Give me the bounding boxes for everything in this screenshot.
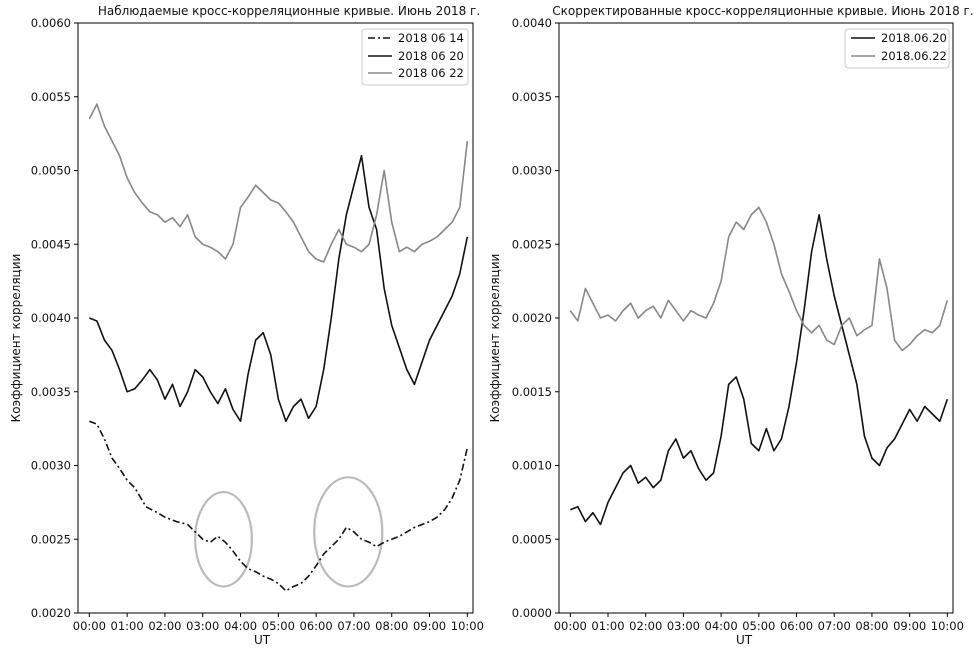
y-tick-label: 0.0025 xyxy=(31,532,71,546)
x-tick-label: 03:00 xyxy=(186,619,219,633)
x-tick-label: 05:00 xyxy=(742,619,775,633)
x-tick-label: 10:00 xyxy=(931,619,964,633)
y-tick-label: 0.0005 xyxy=(512,532,552,546)
y-tick-label: 0.0040 xyxy=(31,311,71,325)
y-tick-label: 0.0035 xyxy=(512,90,552,104)
series-line-3 xyxy=(88,103,469,263)
x-tick-label: 01:00 xyxy=(111,619,144,633)
y-tick-label: 0.0030 xyxy=(512,164,552,178)
y-tick-label: 0.0035 xyxy=(31,385,71,399)
legend-label-series-2: 2018 06 20 xyxy=(398,49,464,63)
x-tick-label: 01:00 xyxy=(591,619,624,633)
highlight-ellipse xyxy=(194,490,253,588)
x-tick-label: 05:00 xyxy=(262,619,295,633)
y-tick-label: 0.0050 xyxy=(31,164,71,178)
x-tick-label: 08:00 xyxy=(375,619,408,633)
highlight-ellipse xyxy=(313,476,384,588)
y-tick-label: 0.0020 xyxy=(31,606,71,620)
y-tick-label: 0.0045 xyxy=(31,237,71,251)
y-tick-label: 0.0025 xyxy=(512,237,552,251)
y-axis-ticks: 0.0000 0.0005 0.0010 0.0015 0.0020 0.0025 0.00… xyxy=(512,16,559,620)
legend-label-series-1: 2018.06.20 xyxy=(881,31,947,45)
x-tick-label: 00:00 xyxy=(73,619,106,633)
y-axis-label: Коэффициент корреляции xyxy=(9,254,23,423)
corrected-chart: Скорректированные кросс-корреляционные к… xyxy=(488,4,974,647)
series-lines xyxy=(88,103,469,592)
x-tick-label: 03:00 xyxy=(667,619,700,633)
x-tick-label: 08:00 xyxy=(855,619,888,633)
chart-title: Скорректированные кросс-корреляционные к… xyxy=(552,4,973,18)
highlight-ellipses xyxy=(194,476,384,588)
y-tick-label: 0.0060 xyxy=(31,16,71,30)
legend: 2018.06.20 2018.06.22 xyxy=(844,28,950,69)
y-tick-label: 0.0040 xyxy=(512,16,552,30)
y-tick-label: 0.0000 xyxy=(512,606,552,620)
y-axis-label: Коэффициент корреляции xyxy=(488,254,502,423)
legend-label-series-1: 2018 06 14 xyxy=(398,31,464,45)
series-line-2 xyxy=(89,154,469,423)
x-tick-label: 09:00 xyxy=(413,619,446,633)
y-axis-ticks: 0.0020 0.0025 0.0030 0.0035 0.0040 0.0045 0.00… xyxy=(31,16,78,620)
x-axis-label: UT xyxy=(736,633,753,647)
legend-box xyxy=(361,28,469,86)
y-tick-label: 0.0020 xyxy=(512,311,552,325)
series-line-2 xyxy=(569,206,949,352)
x-tick-label: 09:00 xyxy=(893,619,926,633)
x-tick-label: 02:00 xyxy=(629,619,662,633)
y-tick-label: 0.0055 xyxy=(31,90,71,104)
x-tick-label: 02:00 xyxy=(148,619,181,633)
x-tick-label: 06:00 xyxy=(300,619,333,633)
y-tick-label: 0.0015 xyxy=(512,385,552,399)
x-tick-label: 07:00 xyxy=(337,619,370,633)
x-tick-label: 10:00 xyxy=(451,619,484,633)
x-tick-label: 07:00 xyxy=(818,619,851,633)
x-axis-ticks: 00:00 01:00 02:00 03:00 04:00 05:00 06:00 07:00… xyxy=(554,613,964,633)
observed-chart: Наблюдаемые кросс-корреляционные кривые.… xyxy=(9,4,484,647)
series-lines xyxy=(569,206,949,526)
x-tick-label: 00:00 xyxy=(554,619,587,633)
x-axis-label: UT xyxy=(254,633,271,647)
x-tick-label: 06:00 xyxy=(780,619,813,633)
legend-label-series-2: 2018.06.22 xyxy=(881,49,947,63)
chart-title: Наблюдаемые кросс-корреляционные кривые.… xyxy=(98,4,480,18)
x-tick-label: 04:00 xyxy=(224,619,257,633)
x-tick-label: 04:00 xyxy=(705,619,738,633)
y-tick-label: 0.0030 xyxy=(31,459,71,473)
series-line-1 xyxy=(570,213,949,526)
series-line-1 xyxy=(89,420,469,592)
legend-label-series-3: 2018 06 22 xyxy=(398,66,464,80)
legend: 2018 06 14 2018 06 20 2018 06 22 xyxy=(361,28,469,86)
x-axis-ticks: 00:00 01:00 02:00 03:00 04:00 05:00 06:00 07:00… xyxy=(73,613,484,633)
y-tick-label: 0.0010 xyxy=(512,459,552,473)
